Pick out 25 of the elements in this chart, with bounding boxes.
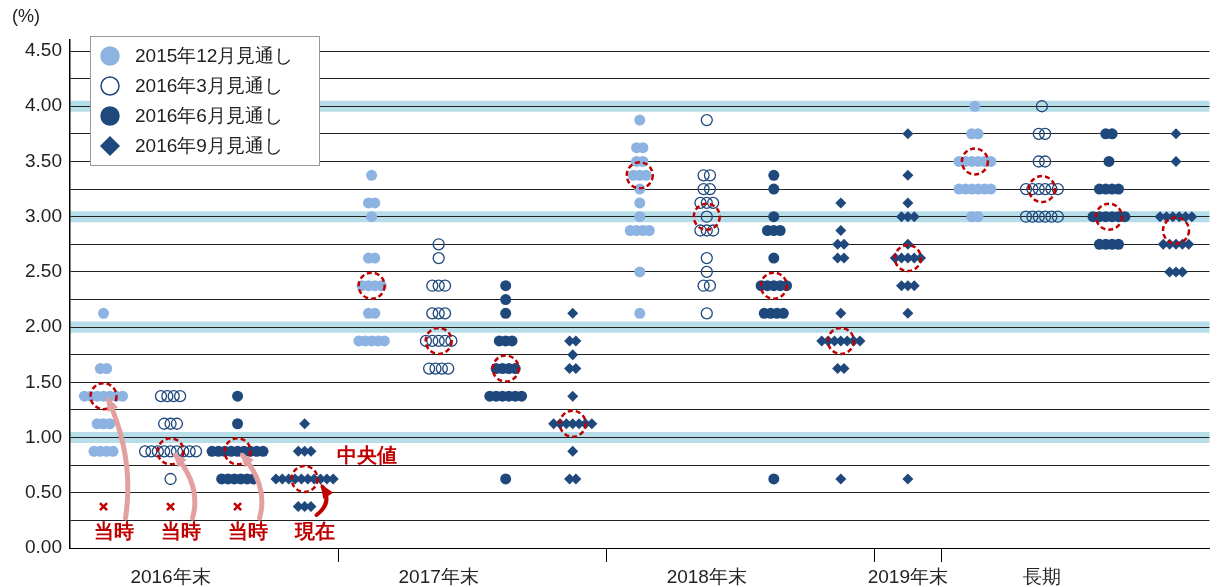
annotation: 当時 xyxy=(93,519,134,542)
x-tick-label: 2016年末 xyxy=(130,565,211,587)
y-tick-label: 0.50 xyxy=(25,481,62,503)
annotation: 当時 xyxy=(160,519,201,542)
x-tick-label: 2017年末 xyxy=(398,565,479,587)
annotation: 中央値 xyxy=(336,444,397,467)
annotation: 現在 xyxy=(293,519,335,542)
y-tick-label: 1.00 xyxy=(25,425,62,447)
y-tick-label: 1.50 xyxy=(25,370,62,392)
y-tick-label: 4.00 xyxy=(25,94,62,116)
legend-label: 2016年3月見通し xyxy=(135,74,283,98)
legend-label: 2016年6月見通し xyxy=(135,104,283,128)
legend-label: 2016年9月見通し xyxy=(135,134,283,158)
y-tick-label: 3.50 xyxy=(25,149,62,171)
y-axis-title: (%) xyxy=(12,6,40,27)
legend-label: 2015年12月見通し xyxy=(135,44,294,68)
y-tick-label: 2.50 xyxy=(25,260,62,282)
y-tick-label: 2.00 xyxy=(25,315,62,337)
annotation: 当時 xyxy=(227,519,268,542)
y-tick-label: 3.00 xyxy=(25,204,62,226)
y-tick-label: 4.50 xyxy=(25,39,62,61)
x-tick-label: 2019年末 xyxy=(867,565,949,587)
x-tick-label: 長期 xyxy=(1022,565,1061,587)
y-tick-label: 0.00 xyxy=(25,536,62,558)
x-tick-label: 2018年末 xyxy=(666,565,747,587)
